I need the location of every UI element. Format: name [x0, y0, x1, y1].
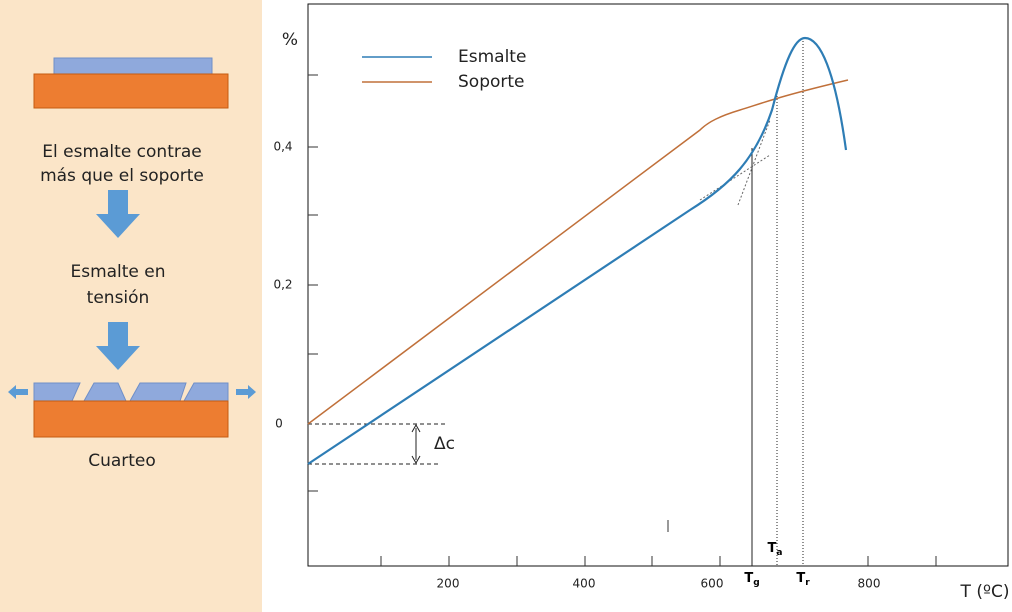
soporte-curve: [307, 79, 849, 425]
marker-label: Tg: [744, 571, 759, 588]
caption: Cuarteo: [88, 451, 156, 471]
y-tick-label: 0,4: [273, 140, 292, 154]
glaze-layer: [53, 57, 213, 75]
caption: El esmalte contrae: [42, 142, 201, 162]
delta-label: Δc: [434, 434, 455, 454]
right-arrow: [236, 385, 256, 399]
marker-label: Ta: [768, 541, 783, 558]
cracked-glaze: [33, 382, 229, 402]
legend-label: Esmalte: [458, 47, 526, 67]
y-tick-label: 0,2: [273, 278, 292, 292]
x-axis-label: T (ºC): [960, 582, 1010, 602]
support-layer: [33, 400, 229, 438]
plot: % 0,4 0,2 0 200 400 600 800 T (ºC) Esmal…: [262, 0, 1012, 612]
y-unit: %: [282, 30, 298, 50]
x-tick-label: 400: [573, 577, 596, 591]
x-tick-label: 200: [437, 577, 460, 591]
left-panel: El esmalte contrae más que el soporte Es…: [8, 57, 256, 471]
left-arrow: [8, 385, 28, 399]
caption: Esmalte en: [70, 262, 165, 282]
x-tick-label: 600: [701, 577, 724, 591]
plot-background: [262, 0, 1012, 612]
down-arrow: [96, 322, 140, 370]
y-tick-label: 0: [275, 417, 283, 431]
support-layer: [33, 73, 229, 109]
x-tick-label: 800: [858, 577, 881, 591]
down-arrow: [96, 190, 140, 238]
esmalte-curve: [307, 36, 848, 465]
marker-label: Tr: [796, 571, 810, 588]
caption: tensión: [87, 288, 150, 308]
caption: más que el soporte: [40, 166, 204, 186]
legend-label: Soporte: [458, 72, 525, 92]
reference-lines: [308, 38, 804, 566]
ticks: [308, 74, 937, 566]
